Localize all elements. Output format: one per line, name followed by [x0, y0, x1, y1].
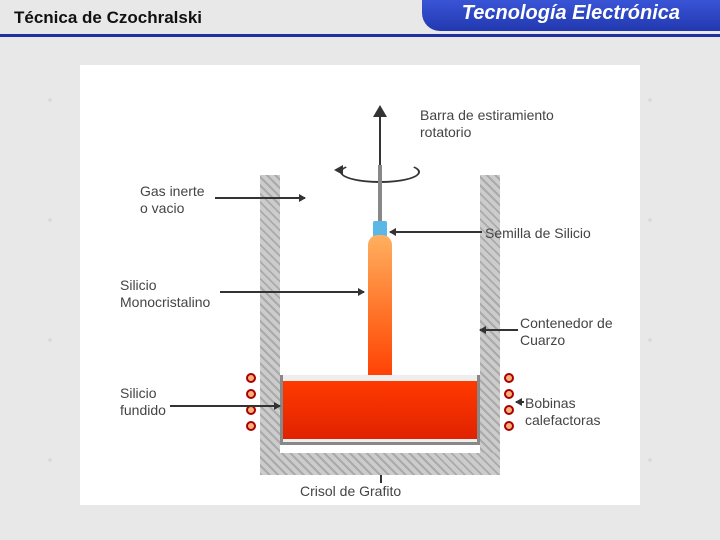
label-coils: Bobinas calefactoras — [525, 395, 640, 429]
label-crucible: Crisol de Grafito — [300, 483, 401, 500]
crucible-wall-left — [260, 175, 280, 475]
leader-gas — [215, 197, 305, 199]
heater-coil — [246, 421, 256, 431]
czochralski-diagram: Barra de estiramiento rotatorio Gas iner… — [80, 65, 640, 505]
label-gas: Gas inerte o vacio — [140, 183, 205, 217]
leader-seed — [390, 231, 482, 233]
pull-rod — [378, 165, 382, 223]
leader-quartz — [480, 329, 518, 331]
pull-arrow-up — [376, 105, 384, 165]
label-mono: Silicio Monocristalino — [120, 277, 210, 311]
heater-coil — [504, 373, 514, 383]
leader-melt — [170, 405, 280, 407]
crucible-wall-bottom — [260, 453, 500, 475]
label-seed: Semilla de Silicio — [485, 225, 591, 242]
molten-silicon — [283, 381, 477, 439]
heater-coil — [504, 405, 514, 415]
heater-coil — [246, 373, 256, 383]
monocrystal-ingot — [368, 235, 392, 385]
brand-banner: Tecnología Electrónica — [422, 0, 720, 31]
rotation-arrowhead — [334, 165, 343, 175]
leader-mono — [220, 291, 364, 293]
label-quartz: Contenedor de Cuarzo — [520, 315, 613, 349]
label-melt: Silicio fundido — [120, 385, 166, 419]
header: Técnica de Czochralski Tecnología Electr… — [0, 0, 720, 37]
heater-coil — [504, 421, 514, 431]
heater-coil — [504, 389, 514, 399]
leader-coils — [516, 401, 524, 403]
leader-crucible — [380, 475, 382, 483]
label-rod: Barra de estiramiento rotatorio — [420, 107, 554, 141]
heater-coil — [246, 405, 256, 415]
page-title: Técnica de Czochralski — [0, 0, 216, 34]
heater-coil — [246, 389, 256, 399]
